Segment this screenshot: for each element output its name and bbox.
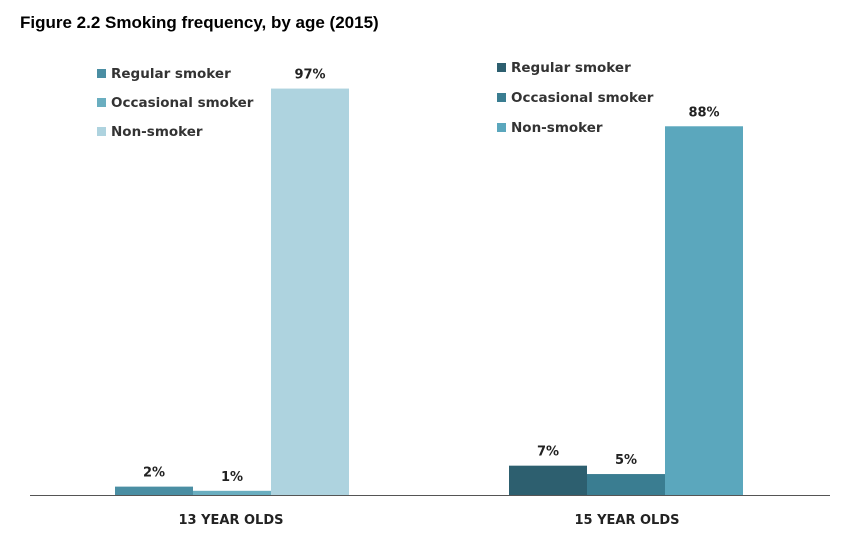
group-label-2: 15 YEAR OLDS [575,513,680,528]
value-label-1-2: 1% [221,470,243,485]
bar-1-3 [271,88,349,495]
legend-label-2-1: Regular smoker [511,60,631,76]
legend-swatch-1-2 [97,98,106,107]
bar-1-1 [115,486,193,495]
legend-swatch-1-1 [97,69,106,78]
bar-2-1 [509,465,587,495]
legend-label-2-3: Non-smoker [511,120,603,136]
legend-swatch-2-2 [497,93,506,102]
legend-swatch-2-1 [497,63,506,72]
legend-label-1-1: Regular smoker [111,66,231,82]
chart-title: Figure 2.2 Smoking frequency, by age (20… [20,13,379,32]
bar-2-3 [665,126,743,495]
bar-1-2 [193,490,271,495]
value-label-2-2: 5% [615,453,637,468]
value-label-2-1: 7% [537,445,559,460]
group-label-1: 13 YEAR OLDS [179,513,284,528]
legend-label-2-2: Occasional smoker [511,90,654,106]
bar-2-2 [587,474,665,495]
value-label-1-1: 2% [143,466,165,481]
legend-label-1-2: Occasional smoker [111,95,254,111]
value-label-2-3: 88% [688,105,719,120]
legend-swatch-1-3 [97,127,106,136]
legend-label-1-3: Non-smoker [111,124,203,140]
legend-swatch-2-3 [497,123,506,132]
value-label-1-3: 97% [294,68,325,83]
